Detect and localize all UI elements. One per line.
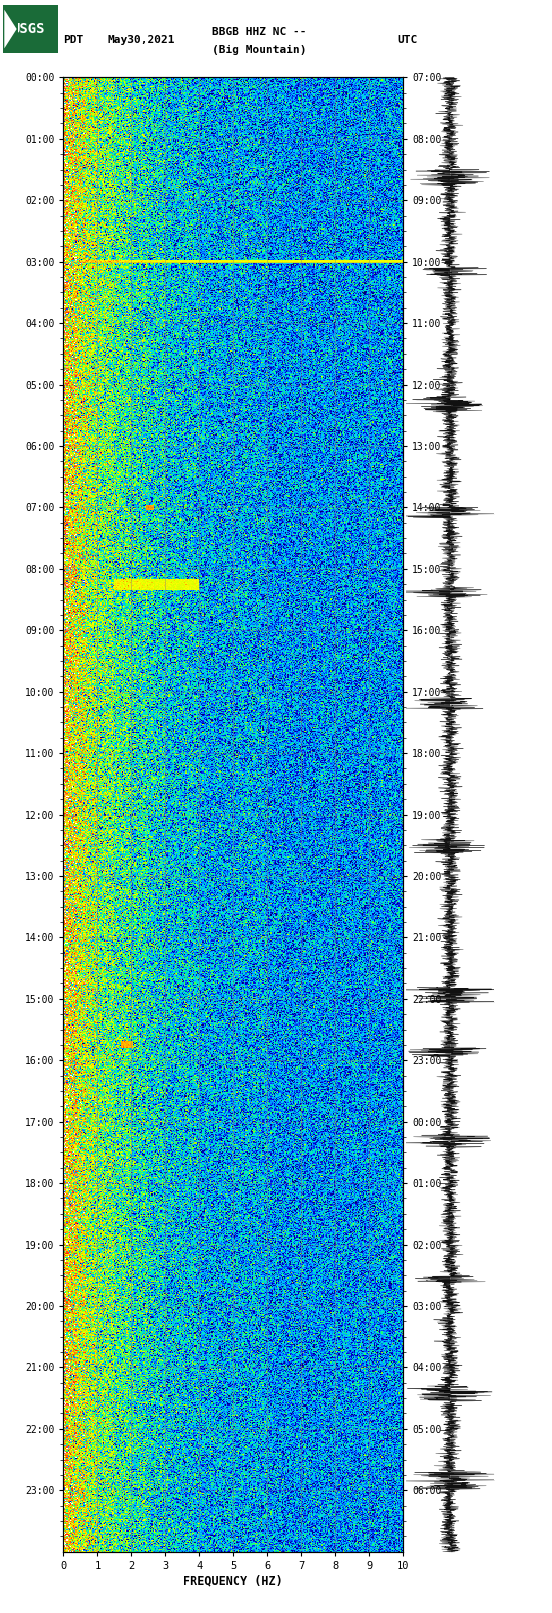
Text: UTC: UTC [397, 35, 418, 45]
Text: PDT: PDT [63, 35, 84, 45]
Polygon shape [4, 10, 17, 48]
Text: (Big Mountain): (Big Mountain) [212, 45, 307, 55]
Text: May30,2021: May30,2021 [108, 35, 175, 45]
Text: BBGB HHZ NC --: BBGB HHZ NC -- [212, 27, 307, 37]
X-axis label: FREQUENCY (HZ): FREQUENCY (HZ) [183, 1574, 283, 1587]
Text: USGS: USGS [11, 23, 44, 35]
